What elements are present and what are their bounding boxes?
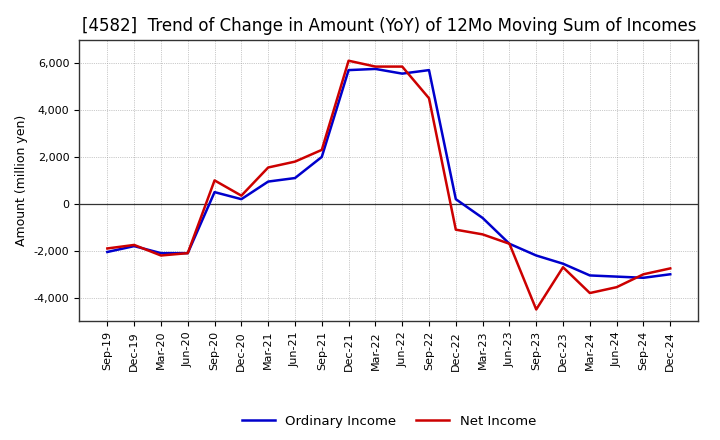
Y-axis label: Amount (million yen): Amount (million yen) bbox=[15, 115, 28, 246]
Ordinary Income bbox=[398, 71, 407, 76]
Net Income bbox=[157, 253, 166, 258]
Ordinary Income bbox=[639, 275, 648, 280]
Net Income bbox=[130, 242, 138, 248]
Net Income bbox=[425, 95, 433, 101]
Ordinary Income bbox=[478, 215, 487, 220]
Net Income bbox=[478, 232, 487, 237]
Net Income bbox=[371, 64, 379, 69]
Net Income bbox=[210, 178, 219, 183]
Net Income bbox=[398, 64, 407, 69]
Ordinary Income bbox=[264, 179, 272, 184]
Net Income bbox=[639, 271, 648, 277]
Net Income bbox=[666, 266, 675, 271]
Net Income bbox=[291, 159, 300, 164]
Net Income bbox=[344, 58, 353, 63]
Title: [4582]  Trend of Change in Amount (YoY) of 12Mo Moving Sum of Incomes: [4582] Trend of Change in Amount (YoY) o… bbox=[81, 17, 696, 35]
Ordinary Income bbox=[237, 197, 246, 202]
Ordinary Income bbox=[559, 261, 567, 266]
Ordinary Income bbox=[585, 273, 594, 278]
Ordinary Income bbox=[666, 271, 675, 277]
Ordinary Income bbox=[612, 274, 621, 279]
Net Income bbox=[451, 227, 460, 232]
Ordinary Income bbox=[210, 190, 219, 195]
Net Income bbox=[264, 165, 272, 170]
Ordinary Income bbox=[425, 67, 433, 73]
Ordinary Income bbox=[318, 154, 326, 160]
Line: Net Income: Net Income bbox=[107, 61, 670, 309]
Ordinary Income bbox=[157, 250, 166, 256]
Net Income bbox=[585, 290, 594, 296]
Ordinary Income bbox=[532, 253, 541, 258]
Ordinary Income bbox=[371, 66, 379, 72]
Net Income bbox=[318, 147, 326, 153]
Ordinary Income bbox=[344, 67, 353, 73]
Net Income bbox=[559, 264, 567, 270]
Ordinary Income bbox=[291, 176, 300, 181]
Ordinary Income bbox=[184, 250, 192, 256]
Ordinary Income bbox=[505, 241, 514, 246]
Ordinary Income bbox=[451, 197, 460, 202]
Legend: Ordinary Income, Net Income: Ordinary Income, Net Income bbox=[236, 409, 541, 433]
Net Income bbox=[184, 250, 192, 256]
Ordinary Income bbox=[130, 243, 138, 249]
Net Income bbox=[103, 246, 112, 251]
Net Income bbox=[505, 241, 514, 246]
Ordinary Income bbox=[103, 249, 112, 255]
Net Income bbox=[237, 193, 246, 198]
Net Income bbox=[532, 307, 541, 312]
Line: Ordinary Income: Ordinary Income bbox=[107, 69, 670, 278]
Net Income bbox=[612, 285, 621, 290]
